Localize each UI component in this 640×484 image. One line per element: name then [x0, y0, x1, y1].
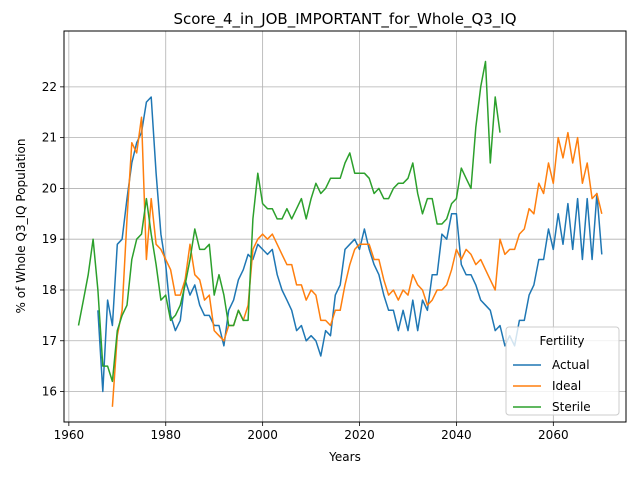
- y-tick-label: 21: [42, 131, 57, 145]
- y-tick-label: 17: [42, 334, 57, 348]
- x-tick-label: 1960: [54, 428, 85, 442]
- chart-title: Score_4_in_JOB_IMPORTANT_for_Whole_Q3_IQ: [173, 10, 516, 29]
- x-tick-label: 2040: [441, 428, 472, 442]
- legend-box: [505, 326, 620, 416]
- y-tick-label: 20: [42, 181, 57, 195]
- legend-label-actual: Actual: [552, 358, 590, 372]
- legend-label-sterile: Sterile: [552, 400, 591, 414]
- y-tick-label: 16: [42, 385, 57, 399]
- axis-ticks: 1960 1980 2000 2020 2040 2060 16 17 18 19 20 21 22: [42, 80, 569, 442]
- y-axis-label: % of Whole Q3_IQ Population: [14, 139, 28, 314]
- grid: [64, 31, 626, 422]
- y-tick-label: 18: [42, 283, 57, 297]
- x-tick-label: 1980: [150, 428, 181, 442]
- series-line-ideal: [111, 116, 603, 407]
- legend: Fertility Actual Ideal Sterile: [505, 326, 620, 416]
- x-tick-label: 2020: [344, 428, 375, 442]
- x-axis-label: Years: [328, 450, 361, 464]
- y-tick-label: 22: [42, 80, 57, 94]
- plot-frame: [63, 30, 627, 423]
- legend-title: Fertility: [539, 334, 584, 348]
- series-line-sterile: [77, 60, 501, 383]
- x-tick-label: 2000: [247, 428, 278, 442]
- y-tick-label: 19: [42, 232, 57, 246]
- legend-label-ideal: Ideal: [552, 379, 581, 393]
- legend-entries: Actual Ideal Sterile: [513, 358, 591, 414]
- x-tick-label: 2060: [538, 428, 569, 442]
